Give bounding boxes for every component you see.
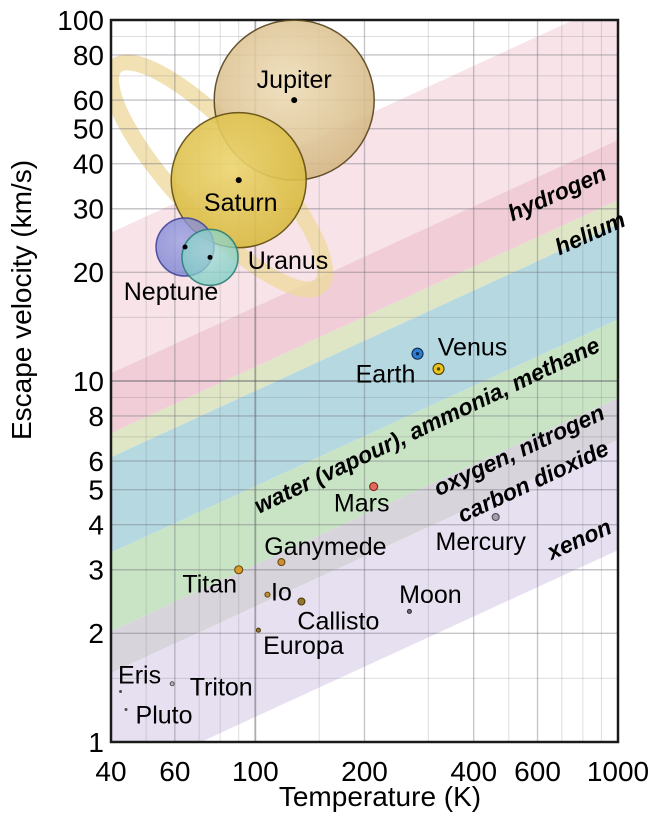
y-tick-6: 6: [88, 446, 104, 477]
dot-triton: [169, 681, 175, 687]
gas-retention-bands: [111, 20, 618, 742]
axis-tick-labels: 40 60 100 200 400 600 100012345681020304050608…: [57, 5, 649, 787]
y-tick-2: 2: [88, 618, 104, 649]
dot-io: [264, 591, 271, 598]
label-ganymede: Ganymede: [264, 533, 386, 561]
label-europa: Europa: [263, 632, 344, 660]
label-mars: Mars: [334, 489, 390, 517]
dot-inner-venus: [436, 367, 441, 371]
x-axis-title: Temperature (K): [279, 781, 481, 812]
label-pluto: Pluto: [136, 701, 193, 729]
dot-neptune: [182, 244, 188, 250]
label-titan: Titan: [182, 571, 237, 599]
label-io: Io: [271, 578, 292, 606]
dot-callisto: [297, 597, 306, 606]
y-tick-100: 100: [57, 5, 104, 36]
y-tick-40: 40: [73, 148, 104, 179]
label-earth: Earth: [356, 360, 416, 388]
dot-europa: [255, 627, 261, 633]
label-jupiter: Jupiter: [257, 66, 332, 94]
band-region-helium-band: [111, 200, 618, 458]
label-saturn: Saturn: [204, 189, 278, 217]
label-triton: Triton: [190, 673, 253, 701]
dot-jupiter: [291, 97, 298, 104]
dot-inner-earth: [415, 352, 420, 356]
dot-saturn: [235, 177, 242, 184]
y-tick-10: 10: [73, 366, 104, 397]
label-eris: Eris: [118, 661, 161, 689]
y-tick-80: 80: [73, 40, 104, 71]
dot-mercury: [491, 512, 500, 522]
dot-eris: [119, 690, 123, 694]
y-tick-5: 5: [88, 474, 104, 505]
y-tick-4: 4: [88, 509, 104, 540]
x-tick-600: 600: [514, 756, 561, 787]
label-moon: Moon: [399, 581, 462, 609]
body-name-labels: Jupiter Saturn Neptune Uranus Earth Venus Mars…: [118, 66, 526, 729]
plot-frame: [109, 18, 620, 744]
y-axis-title: Escape velocity (km/s): [6, 160, 37, 440]
dot-titan: [234, 565, 244, 575]
y-tick-30: 30: [73, 194, 104, 225]
x-tick-100: 100: [232, 756, 279, 787]
band-region-oxygen-nitrogen: [111, 319, 618, 632]
y-tick-20: 20: [73, 257, 104, 288]
band-region-carbon-dioxide: [111, 398, 618, 674]
dot-pluto: [124, 708, 128, 712]
data-point-dots: [119, 97, 500, 712]
band-region-xenon-band: [111, 439, 618, 742]
y-tick-60: 60: [73, 85, 104, 116]
label-mercury: Mercury: [436, 528, 527, 556]
x-tick-40: 40: [95, 756, 126, 787]
band-region-hydrogen-helium-overlap: [111, 140, 618, 434]
x-tick-400: 400: [450, 756, 497, 787]
dot-uranus: [207, 254, 213, 260]
band-region-hydrogen-upper: [111, 20, 618, 374]
dot-ganymede: [277, 558, 286, 567]
label-uranus: Uranus: [248, 247, 329, 275]
label-venus: Venus: [438, 334, 508, 362]
y-tick-1: 1: [88, 727, 104, 758]
y-tick-3: 3: [88, 555, 104, 586]
dot-moon: [406, 608, 412, 614]
y-tick-8: 8: [88, 401, 104, 432]
y-tick-50: 50: [73, 113, 104, 144]
x-tick-60: 60: [159, 756, 190, 787]
x-tick-1000: 1000: [587, 756, 649, 787]
dot-mars: [369, 482, 379, 492]
label-callisto: Callisto: [297, 607, 379, 635]
label-neptune: Neptune: [124, 278, 219, 306]
x-tick-200: 200: [341, 756, 388, 787]
band-region-water-ammonia-methane: [111, 224, 618, 553]
